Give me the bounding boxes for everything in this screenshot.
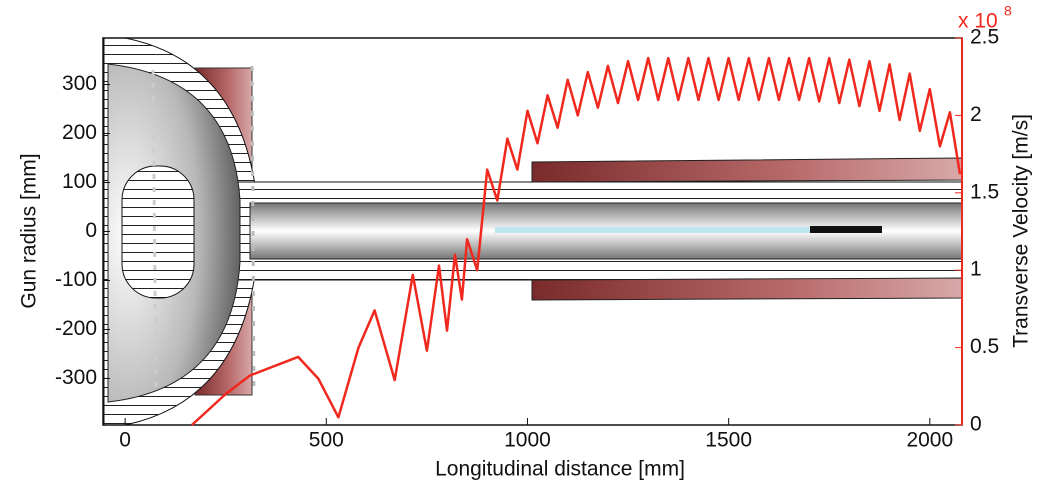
y2-tick-label: 1.5: [970, 180, 999, 203]
solenoid: [531, 277, 963, 301]
y-tick-label: 300: [62, 72, 97, 95]
beam: [810, 226, 882, 233]
beam: [495, 227, 810, 233]
y-tick-label: -300: [55, 366, 97, 389]
gun-geometry: [103, 37, 963, 426]
y-tick-label: -100: [55, 268, 97, 291]
velocity-line: [191, 56, 962, 426]
x-tick-label: 1500: [705, 429, 752, 452]
x-tick-label: 2000: [906, 429, 953, 452]
y-tick-label: 200: [62, 121, 97, 144]
y-tick-label: 0: [85, 219, 97, 242]
x-tick-label: 500: [309, 429, 344, 452]
x-tick-label: 0: [119, 429, 131, 452]
y-axis-label: Gun radius [mm]: [18, 153, 41, 308]
marker: [250, 65, 256, 396]
y2-tick-label: 2.5: [970, 26, 999, 49]
y2-multiplier-exponent: 8: [1004, 3, 1012, 19]
x-axis-label: Longitudinal distance [mm]: [435, 458, 685, 481]
cathode-cavity: [121, 165, 195, 299]
x-tick-label: 1000: [504, 429, 551, 452]
solenoid: [531, 157, 963, 183]
marker: [151, 69, 158, 393]
y2-tick-label: 0: [970, 413, 982, 436]
y2-axis-label: Transverse Velocity [m/s]: [1010, 114, 1033, 348]
y2-tick-label: 2: [970, 103, 982, 126]
y-tick-label: -200: [55, 317, 97, 340]
y-tick-label: 100: [62, 170, 97, 193]
y2-multiplier: x 10: [958, 10, 998, 33]
y2-tick-label: 0.5: [970, 335, 999, 358]
y2-tick-label: 1: [970, 258, 982, 281]
